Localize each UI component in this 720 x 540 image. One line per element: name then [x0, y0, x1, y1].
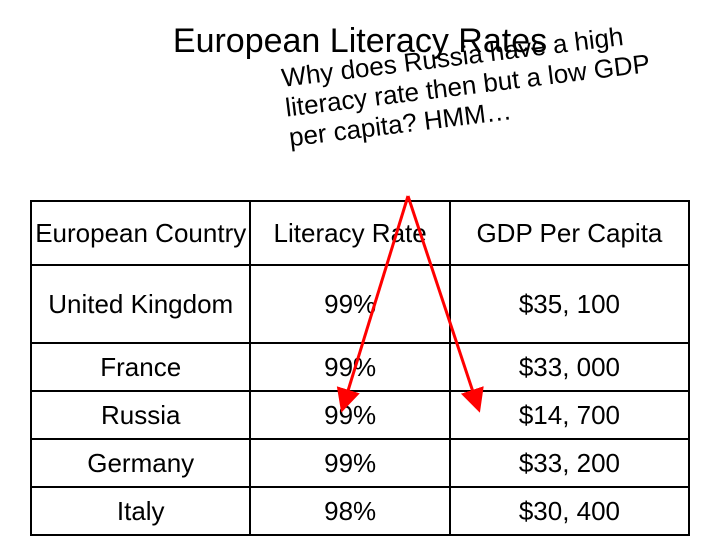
cell-gdp: $35, 100 [450, 265, 689, 343]
cell-rate: 99% [250, 343, 449, 391]
header-literacy-rate: Literacy Rate [250, 201, 449, 265]
cell-gdp: $30, 400 [450, 487, 689, 535]
header-gdp-per-capita: GDP Per Capita [450, 201, 689, 265]
cell-country: France [31, 343, 250, 391]
cell-rate: 99% [250, 391, 449, 439]
header-country: European Country [31, 201, 250, 265]
table-header-row: European Country Literacy Rate GDP Per C… [31, 201, 689, 265]
cell-country: Italy [31, 487, 250, 535]
table-row: United Kingdom 99% $35, 100 [31, 265, 689, 343]
table-row: Italy 98% $30, 400 [31, 487, 689, 535]
cell-gdp: $14, 700 [450, 391, 689, 439]
cell-gdp: $33, 200 [450, 439, 689, 487]
table-row: France 99% $33, 000 [31, 343, 689, 391]
cell-country: Germany [31, 439, 250, 487]
cell-rate: 99% [250, 439, 449, 487]
cell-country: United Kingdom [31, 265, 250, 343]
literacy-table: European Country Literacy Rate GDP Per C… [30, 200, 690, 536]
table-row: Germany 99% $33, 200 [31, 439, 689, 487]
cell-country: Russia [31, 391, 250, 439]
cell-gdp: $33, 000 [450, 343, 689, 391]
cell-rate: 99% [250, 265, 449, 343]
cell-rate: 98% [250, 487, 449, 535]
table-row: Russia 99% $14, 700 [31, 391, 689, 439]
